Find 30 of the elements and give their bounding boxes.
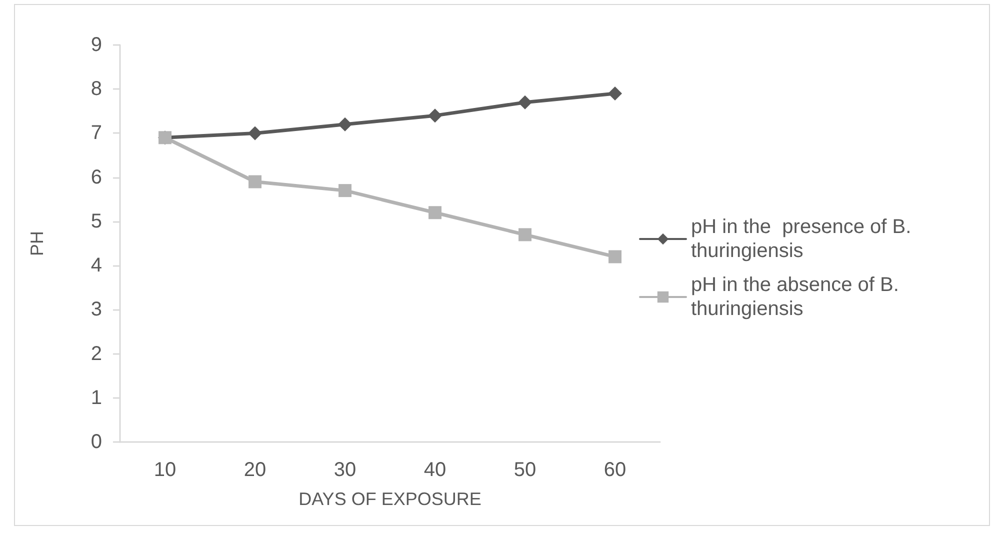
legend-label: pH in the presence of B. thuringiensis bbox=[691, 216, 917, 262]
point bbox=[338, 117, 352, 132]
point bbox=[518, 95, 532, 110]
y-tick-label: 6 bbox=[90, 166, 102, 188]
y-tick-label: 7 bbox=[90, 122, 102, 144]
point bbox=[608, 250, 622, 264]
y-axis-title: PH bbox=[27, 230, 47, 256]
x-tick-label: 50 bbox=[514, 459, 536, 481]
point bbox=[248, 126, 262, 140]
point bbox=[608, 86, 622, 101]
y-tick-label: 3 bbox=[90, 298, 102, 321]
y-tick-label: 9 bbox=[90, 34, 102, 56]
y-tick-label: 8 bbox=[90, 78, 102, 100]
point bbox=[518, 228, 532, 242]
x-tick-label: 30 bbox=[334, 459, 356, 481]
y-tick-label: 1 bbox=[90, 386, 102, 409]
point bbox=[338, 184, 352, 198]
y-tick-label: 0 bbox=[90, 431, 102, 453]
y-tick-label: 5 bbox=[90, 210, 102, 232]
point bbox=[428, 108, 442, 123]
legend-label: pH in the absence of B. thuringiensis bbox=[691, 274, 904, 320]
point bbox=[428, 206, 442, 220]
y-tick-label: 4 bbox=[90, 254, 102, 277]
y-tick-label: 2 bbox=[90, 342, 102, 365]
x-tick-label: 40 bbox=[424, 459, 446, 481]
x-axis-title: DAYS OF EXPOSURE bbox=[298, 489, 482, 509]
x-tick-label: 10 bbox=[154, 459, 176, 481]
point bbox=[248, 175, 262, 188]
x-tick-label: 20 bbox=[244, 459, 266, 481]
x-tick-label: 60 bbox=[604, 459, 626, 481]
